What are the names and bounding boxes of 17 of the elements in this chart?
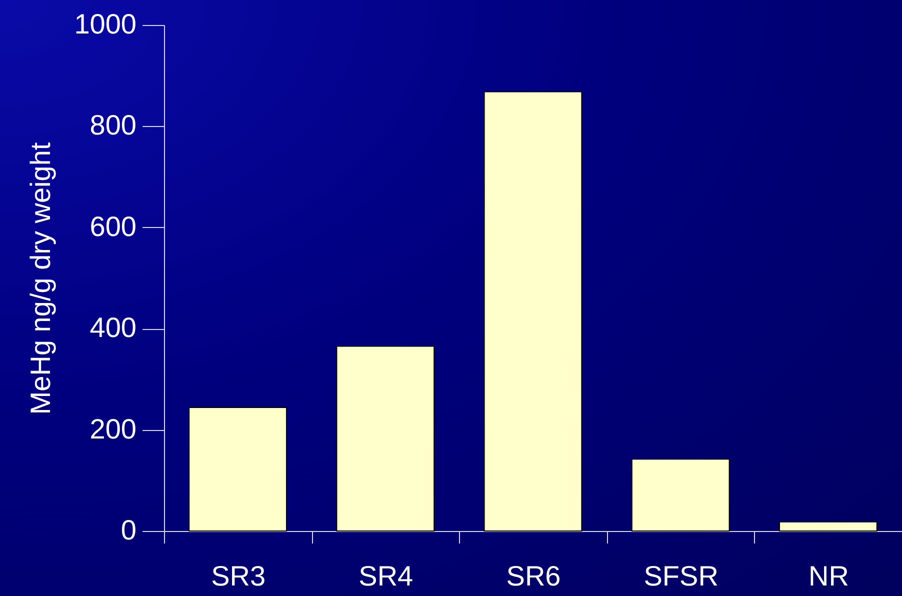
x-tick-label: SFSR <box>644 560 718 592</box>
y-tick-label: 800 <box>90 110 136 141</box>
y-tick-label: 1000 <box>74 8 136 40</box>
bar <box>778 521 878 532</box>
y-tick-label: 600 <box>90 210 136 242</box>
x-tick-label: NR <box>808 560 849 592</box>
bar <box>484 91 582 532</box>
y-tick-label: 400 <box>90 312 136 344</box>
x-tick-label: SR4 <box>358 560 414 592</box>
y-tick-label: 200 <box>90 413 136 444</box>
bar <box>631 458 730 532</box>
y-tick-label: 0 <box>120 514 136 546</box>
bar <box>336 346 435 532</box>
bar <box>188 407 288 532</box>
y-axis-title: MeHg ng/g dry weight <box>25 142 56 415</box>
x-tick-label: SR6 <box>506 560 561 592</box>
x-tick-label: SR3 <box>211 560 266 592</box>
